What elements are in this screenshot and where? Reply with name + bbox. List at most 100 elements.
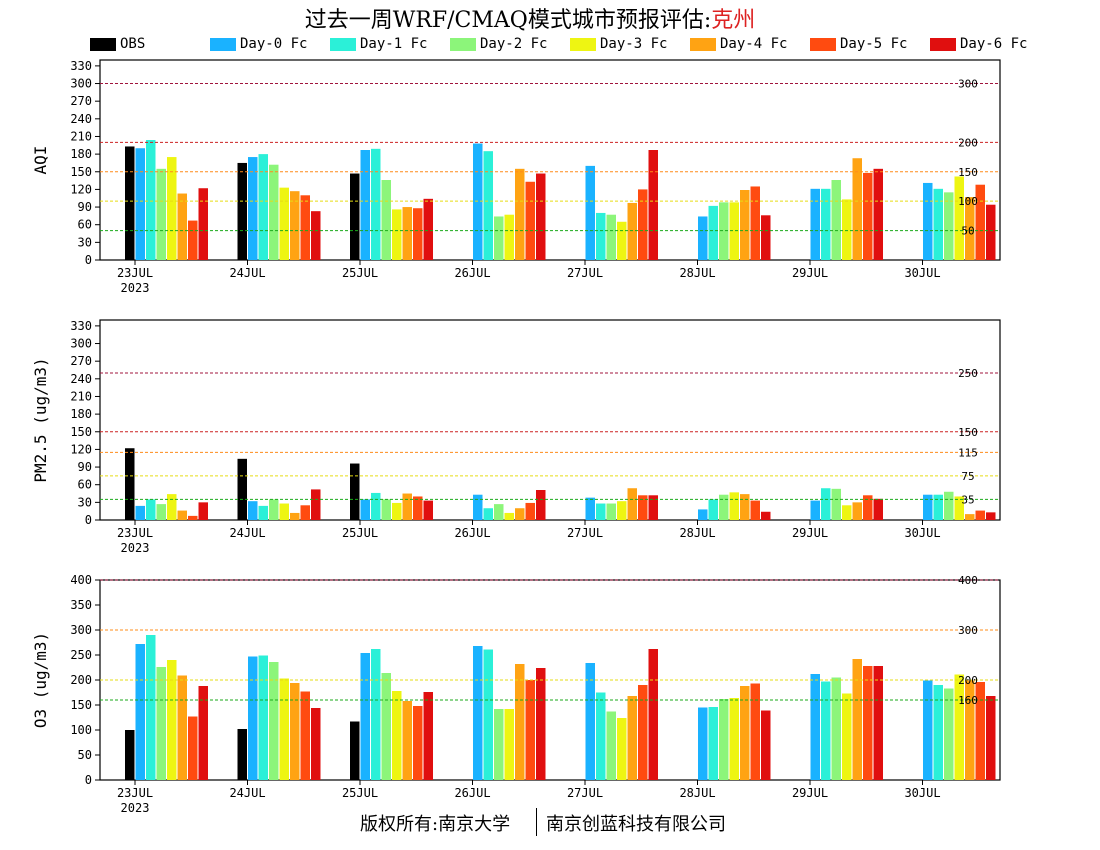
bar-day-4-fc [177,193,187,260]
legend-swatch [810,37,836,51]
y-tick-label: 180 [70,407,92,421]
x-tick-label: 27JUL [567,266,603,280]
y-tick-label: 210 [70,129,92,143]
y-tick-label: 210 [70,389,92,403]
threshold-label: 100 [958,195,978,208]
bar-day-6-fc [198,686,208,780]
legend-swatch [450,37,476,51]
x-tick-label: 27JUL [567,786,603,800]
bar-day-2-fc [944,192,954,260]
bar-day-4-fc [515,168,525,260]
bar-day-4-fc [965,197,975,260]
legend-swatch [90,37,116,51]
bar-day-4-fc [290,683,300,780]
chart-title: 过去一周WRF/CMAQ模式城市预报评估:克州 [0,2,1060,34]
bar-day-3-fc [617,221,627,260]
bar-day-6-fc [198,188,208,260]
legend-swatch [330,37,356,51]
y-tick-label: 330 [70,319,92,333]
bar-obs [350,463,360,520]
bar-day-5-fc [638,189,648,260]
y-tick-label: 300 [70,337,92,351]
x-tick-label: 28JUL [679,526,715,540]
bar-day-6-fc [311,211,321,260]
x-tick-label: 26JUL [454,526,490,540]
bar-day-2-fc [719,699,729,780]
bar-day-4-fc [627,202,637,260]
bar-day-3-fc [167,157,177,260]
y-tick-label: 30 [78,235,92,249]
bar-day-6-fc [311,708,321,780]
x-tick-label: 24JUL [229,786,265,800]
legend: OBS Day-0 Fc Day-1 Fc Day-2 Fc Day-3 Fc Day-4… [0,36,1100,54]
bar-day-4-fc [852,158,862,260]
bar-day-2-fc [494,504,504,520]
bar-day-3-fc [504,214,514,260]
bar-day-4-fc [402,207,412,260]
bar-day-3-fc [392,209,402,260]
footer-copyright: 版权所有:南京大学 [360,814,511,835]
bar-day-1-fc [708,205,718,260]
bar-day-6-fc [648,150,658,260]
bar-day-5-fc [638,685,648,780]
bar-day-1-fc [258,505,268,520]
footer-company: 南京创蓝科技有限公司 [546,814,726,835]
bar-day-2-fc [494,709,504,780]
legend-swatch [930,37,956,51]
legend-item-day-5-fc: Day-5 Fc [810,36,907,52]
bar-day-6-fc [536,490,546,520]
bar-day-4-fc [402,493,412,520]
bar-day-0-fc [698,509,708,520]
y-tick-label: 150 [70,425,92,439]
bar-day-3-fc [954,674,964,780]
y-tick-label: 100 [70,723,92,737]
plot-frame [99,319,1001,521]
bar-day-6-fc [761,710,771,780]
bar-day-3-fc [842,199,852,260]
bar-day-2-fc [606,214,616,260]
bar-day-5-fc [975,510,985,520]
x-tick-label: 28JUL [679,786,715,800]
bar-day-4-fc [627,696,637,780]
x-tick-label: 26JUL [454,786,490,800]
bar-day-1-fc [933,685,943,780]
footer: 版权所有:南京大学 南京创蓝科技有限公司 [0,808,1100,836]
bar-day-3-fc [279,678,289,780]
y-tick-label: 0 [85,773,92,787]
y-tick-label: 150 [70,165,92,179]
bar-day-3-fc [504,709,514,780]
bar-day-4-fc [852,659,862,780]
bar-day-1-fc [146,499,156,520]
bar-day-2-fc [831,677,841,780]
x-tick-label: 23JUL [117,526,153,540]
bar-day-5-fc [188,716,198,780]
y-tick-label: 200 [70,673,92,687]
bar-day-3-fc [842,693,852,780]
y-tick-label: 330 [70,59,92,73]
bar-day-1-fc [708,499,718,520]
bar-day-4-fc [290,191,300,260]
bar-day-2-fc [269,662,279,780]
threshold-label: 200 [958,136,978,149]
bar-day-4-fc [740,494,750,520]
threshold-label: 250 [958,367,978,380]
bar-day-0-fc [585,497,595,520]
bar-day-0-fc [698,707,708,780]
bar-day-4-fc [852,502,862,520]
bar-day-6-fc [423,500,433,520]
legend-label: Day-0 Fc [240,36,308,52]
y-axis-label: O3 (ug/m3) [31,632,50,728]
bar-day-3-fc [729,698,739,780]
legend-swatch [210,37,236,51]
bar-day-5-fc [525,181,535,260]
bar-day-3-fc [617,501,627,520]
bar-day-6-fc [986,696,996,780]
y-tick-label: 50 [78,748,92,762]
bar-day-0-fc [473,646,483,780]
threshold-label: 115 [958,446,978,459]
bar-day-4-fc [515,508,525,520]
bar-day-2-fc [719,494,729,520]
bar-day-5-fc [525,502,535,520]
bar-day-0-fc [360,150,370,260]
x-tick-label: 25JUL [342,786,378,800]
